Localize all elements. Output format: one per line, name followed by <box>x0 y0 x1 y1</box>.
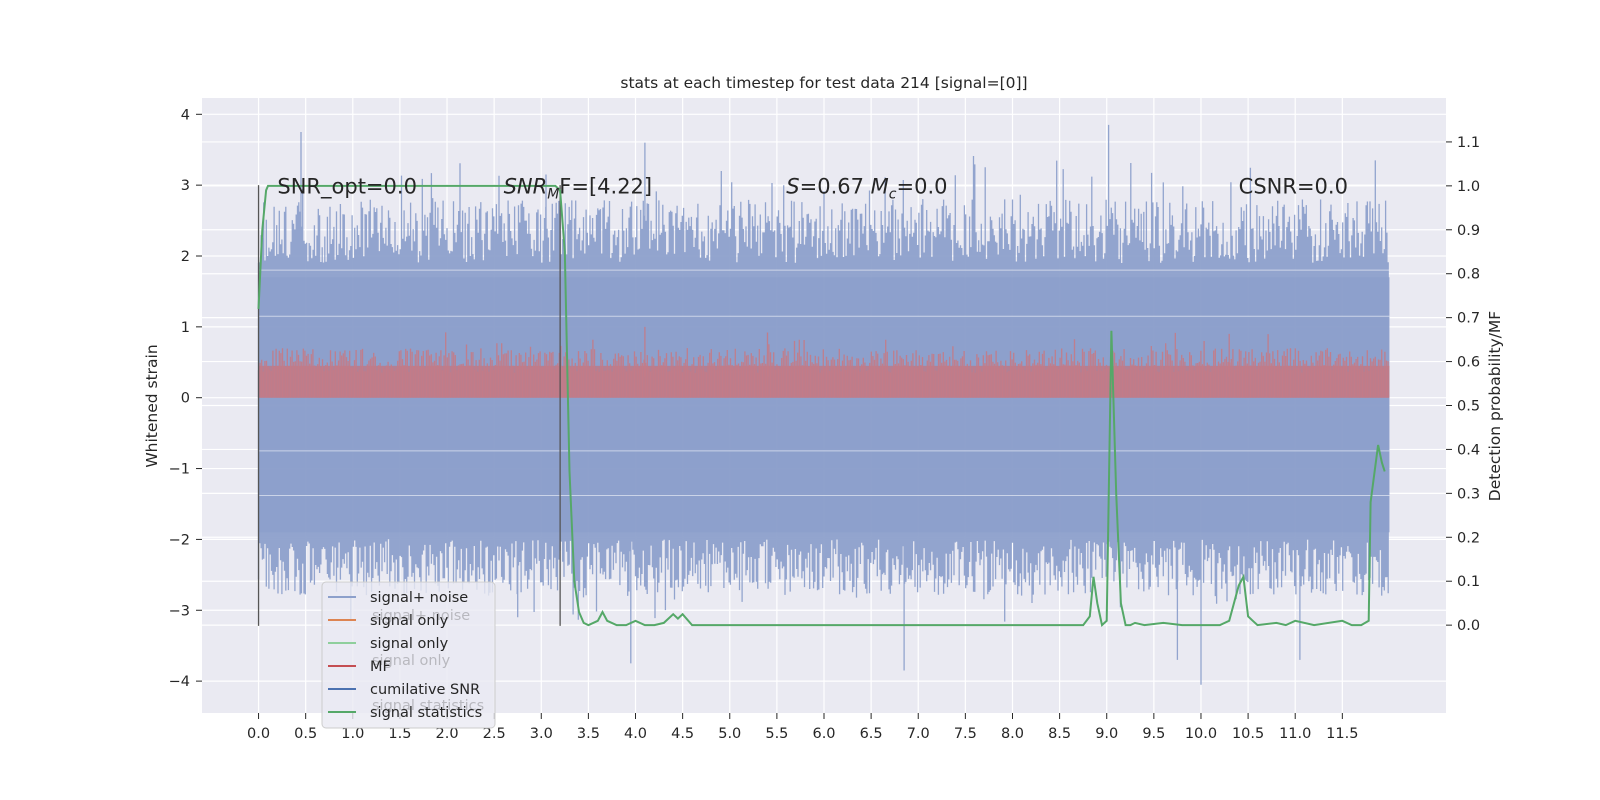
x-tick-label: 3.5 <box>577 726 600 742</box>
vertical-markers <box>257 185 561 626</box>
x-tick-label: 4.5 <box>671 726 694 742</box>
y-axis-right-label: Detection probability/MF <box>1486 311 1504 502</box>
y-right-tick-label: 0.9 <box>1457 223 1480 239</box>
annotations: SNR_opt=0.0 SNRMF=[4.22] S=0.67 Mc=0.0 CSNR… <box>277 175 1348 203</box>
y-axis-left-ticks: 4 3 2 1 0 −1 −2 −3 −4 <box>169 107 202 690</box>
legend-ghost-label: signal statistics <box>372 698 484 714</box>
y-left-tick-label: 4 <box>181 107 190 123</box>
legend-label: cumilative SNR <box>370 682 480 698</box>
y-right-tick-label: 0.7 <box>1457 311 1480 327</box>
y-left-tick-label: −1 <box>169 462 190 478</box>
x-axis-ticks: 0.0 0.5 1.0 1.5 2.0 2.5 3.0 3.5 4.0 4.5 5.0 5.5 6.0 6… <box>247 713 1358 742</box>
legend-label: signal only <box>370 613 449 629</box>
y-right-tick-label: 1.1 <box>1457 135 1480 151</box>
x-tick-label: 7.0 <box>907 726 930 742</box>
x-tick-label: 11.5 <box>1326 726 1358 742</box>
y-left-tick-label: 1 <box>181 320 190 336</box>
y-right-tick-label: 0.3 <box>1457 486 1480 502</box>
y-left-tick-label: −4 <box>169 674 190 690</box>
y-right-tick-label: 0.0 <box>1457 618 1480 634</box>
annotation-3: CSNR=0.0 <box>1239 175 1348 199</box>
x-tick-label: 7.5 <box>954 726 977 742</box>
x-tick-label: 5.0 <box>718 726 741 742</box>
y-left-tick-label: 0 <box>181 391 190 407</box>
signal-statistics-line <box>257 184 1386 628</box>
x-tick-label: 10.5 <box>1232 726 1264 742</box>
legend-label: MF <box>370 659 391 675</box>
x-tick-label: 1.5 <box>388 726 411 742</box>
x-tick-label: 3.0 <box>530 726 553 742</box>
legend-label: signal+ noise <box>370 590 468 606</box>
x-tick-label: 2.5 <box>483 726 506 742</box>
x-tick-label: 0.5 <box>294 726 317 742</box>
series-mf <box>257 326 1390 398</box>
x-tick-label: 8.5 <box>1048 726 1071 742</box>
legend-ghost-label: signal only <box>372 653 451 669</box>
y-axis-left-label: Whitened strain <box>143 344 161 467</box>
y-right-tick-label: 0.4 <box>1457 442 1480 458</box>
x-tick-label: 6.0 <box>812 726 835 742</box>
x-tick-label: 8.0 <box>1001 726 1024 742</box>
y-left-tick-label: −2 <box>169 532 190 548</box>
y-left-tick-label: 2 <box>181 249 190 265</box>
y-right-tick-label: 0.1 <box>1457 574 1480 590</box>
chart-title: stats at each timestep for test data 214… <box>620 74 1027 92</box>
x-tick-label: 9.5 <box>1142 726 1165 742</box>
x-tick-label: 5.5 <box>765 726 788 742</box>
legend-label: signal only <box>370 636 449 652</box>
x-tick-label: 9.0 <box>1095 726 1118 742</box>
y-right-tick-label: 0.2 <box>1457 530 1480 546</box>
legend-label: signal statistics <box>370 705 482 721</box>
series-signal-statistics <box>257 184 1386 628</box>
legend-box <box>321 581 496 729</box>
x-tick-label: 0.0 <box>247 726 270 742</box>
legend-ghost-label: signal+ noise <box>372 608 470 624</box>
y-right-tick-label: 1.0 <box>1457 179 1480 195</box>
annotation-2: S=0.67 Mc=0.0 <box>786 175 947 203</box>
x-tick-label: 11.0 <box>1279 726 1311 742</box>
annotation-0: SNR_opt=0.0 <box>277 175 417 200</box>
x-tick-label: 1.0 <box>341 726 364 742</box>
x-tick-label: 10.0 <box>1185 726 1217 742</box>
x-tick-label: 6.5 <box>860 726 883 742</box>
x-tick-label: 2.0 <box>435 726 458 742</box>
y-left-tick-label: 3 <box>181 178 190 194</box>
y-right-tick-label: 0.5 <box>1457 399 1480 415</box>
y-axis-right-ticks: 1.1 1.0 0.9 0.8 0.7 0.6 0.5 0.4 0.3 0.2 0.1 0.0 <box>1446 135 1480 634</box>
annotation-1: SNRMF=[4.22] <box>504 175 653 203</box>
series-signal-noise <box>257 124 1390 685</box>
y-left-tick-label: −3 <box>169 603 190 619</box>
y-right-tick-label: 0.8 <box>1457 267 1480 283</box>
x-tick-label: 4.0 <box>624 726 647 742</box>
y-right-tick-label: 0.6 <box>1457 355 1480 371</box>
